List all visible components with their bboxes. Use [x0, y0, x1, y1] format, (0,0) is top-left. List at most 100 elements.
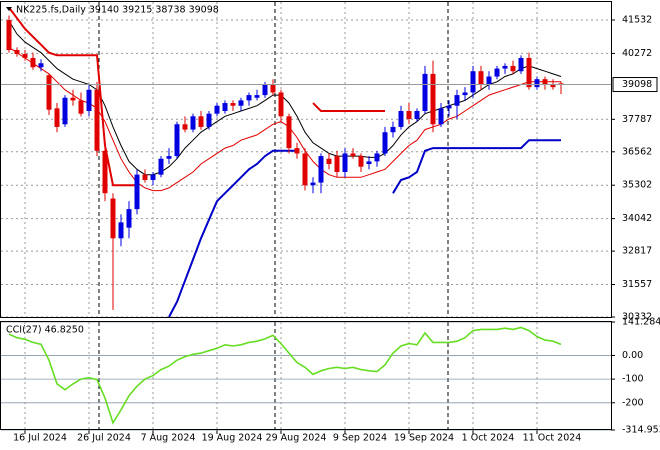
indicator-line: [8, 6, 385, 187]
x-tick-label: 29 Aug 2024: [266, 433, 327, 444]
candle-body: [302, 153, 308, 186]
menu-triangle: [6, 7, 12, 11]
candle-body: [262, 84, 268, 96]
candle-body: [454, 95, 460, 106]
candle-body: [382, 132, 388, 154]
y-tick-label: 40272: [622, 48, 652, 59]
y-tick-label: 34042: [622, 213, 652, 224]
candle-body: [534, 79, 540, 88]
x-tick-label: 19 Sep 2024: [394, 433, 454, 444]
candle-body: [134, 174, 140, 210]
candle-body: [214, 105, 220, 114]
candle-body: [390, 126, 396, 133]
chart-title: NK225.fs,Daily 39140 39215 38738 39098: [16, 5, 219, 16]
candle-body: [142, 174, 148, 180]
candle-body: [510, 65, 516, 72]
y-tick-label: 32817: [622, 246, 652, 257]
candle-body: [86, 89, 92, 112]
candle-body: [326, 158, 332, 165]
x-tick-label: 26 Jul 2024: [77, 433, 131, 444]
candle-body: [70, 97, 76, 101]
candle-body: [118, 222, 124, 239]
candle-body: [518, 57, 524, 72]
cci-line: [8, 326, 562, 425]
indicator-title: CCI(27) 46.8250: [6, 325, 84, 336]
candle-body: [550, 84, 556, 88]
y-tick-label: 35302: [622, 180, 652, 191]
candle-body: [294, 148, 300, 154]
candle-body: [310, 182, 316, 186]
candle-body: [22, 53, 28, 58]
y-tick-label: -314.9530: [622, 425, 660, 436]
candle-body: [126, 209, 132, 228]
candle-body: [374, 153, 380, 162]
cci-pane-frame: [0, 321, 612, 430]
candle-body: [246, 95, 252, 101]
candle-body: [94, 89, 100, 151]
candle-body: [150, 174, 156, 180]
candle-body: [206, 113, 212, 127]
x-tick-label: 19 Aug 2024: [202, 433, 263, 444]
candle-body: [558, 83, 564, 85]
candle-body: [166, 156, 172, 159]
candle-body: [502, 65, 508, 69]
y-tick-label: 31557: [622, 279, 652, 290]
candle-body: [446, 105, 452, 109]
candle-body: [286, 116, 292, 149]
candle-body: [494, 68, 500, 77]
indicator-line: [8, 46, 561, 192]
x-tick-label: 9 Sep 2024: [333, 433, 387, 444]
x-tick-label: 1 Oct 2024: [462, 433, 515, 444]
candle-body: [30, 57, 36, 68]
candle-body: [190, 116, 196, 130]
candle-body: [318, 156, 324, 183]
candle-body: [470, 71, 476, 93]
candle-body: [406, 111, 412, 119]
last-price-box: [612, 77, 658, 93]
y-tick-label: 36562: [622, 146, 652, 157]
candle-body: [46, 75, 52, 110]
candle-body: [62, 97, 68, 125]
candle-body: [462, 92, 468, 96]
y-tick-label: 141.2847: [622, 317, 660, 328]
candle-body: [102, 150, 108, 194]
candle-body: [398, 111, 404, 127]
y-tick-label: -100: [622, 374, 644, 385]
y-tick-label: 30332: [622, 311, 652, 322]
indicator-line: [168, 139, 561, 318]
candle-body: [158, 158, 164, 175]
candle-body: [254, 95, 260, 98]
candle-body: [350, 153, 356, 157]
candle-body: [78, 100, 84, 114]
x-tick-label: 7 Aug 2024: [141, 433, 196, 444]
x-tick-label: 16 Jul 2024: [13, 433, 67, 444]
candle-body: [334, 156, 340, 172]
candle-body: [238, 100, 244, 106]
candle-body: [422, 73, 428, 112]
candle-body: [438, 108, 444, 125]
candle-body: [174, 124, 180, 157]
candle-body: [486, 76, 492, 85]
candle-body: [430, 73, 436, 125]
candle-body: [358, 156, 364, 167]
candle-body: [230, 103, 236, 106]
candle-body: [198, 116, 204, 127]
candle-body: [110, 198, 116, 239]
last-price-label: 39098: [622, 79, 652, 90]
candle-body: [54, 108, 60, 127]
candle-body: [278, 92, 284, 117]
candle-body: [182, 124, 188, 130]
y-tick-label: 41532: [622, 15, 652, 26]
price-pane-frame: [0, 1, 612, 318]
candle-body: [38, 63, 44, 68]
candle-body: [270, 84, 276, 93]
candle-body: [542, 79, 548, 85]
candle-body: [6, 20, 12, 51]
y-tick-label: -200: [622, 397, 644, 408]
candle-body: [526, 57, 532, 88]
candle-body: [478, 71, 484, 85]
candle-body: [414, 111, 420, 119]
candle-body: [342, 153, 348, 172]
